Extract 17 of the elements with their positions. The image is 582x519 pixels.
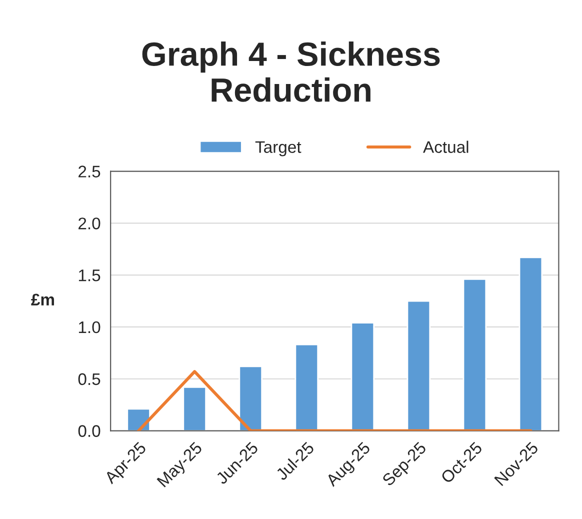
legend-label: Target	[255, 141, 302, 156]
bar	[462, 278, 487, 431]
y-tick-label: 2.0	[78, 218, 100, 230]
y-tick-label: 2.5	[78, 166, 100, 178]
y-tick-label: 1.5	[78, 270, 100, 282]
bar	[182, 386, 207, 431]
bar	[518, 256, 543, 431]
y-tick-label: 0.0	[78, 425, 100, 437]
bar	[238, 366, 263, 431]
bar	[294, 344, 319, 431]
legend-label: Actual	[423, 140, 468, 153]
y-tick-label: 1.0	[78, 321, 100, 334]
y-axis-title: £m	[31, 294, 54, 306]
bar	[406, 300, 431, 431]
y-tick-label: 0.5	[78, 373, 100, 386]
chart-title: Graph 4 - Sickness Reduction	[142, 42, 440, 102]
bar	[350, 322, 375, 431]
